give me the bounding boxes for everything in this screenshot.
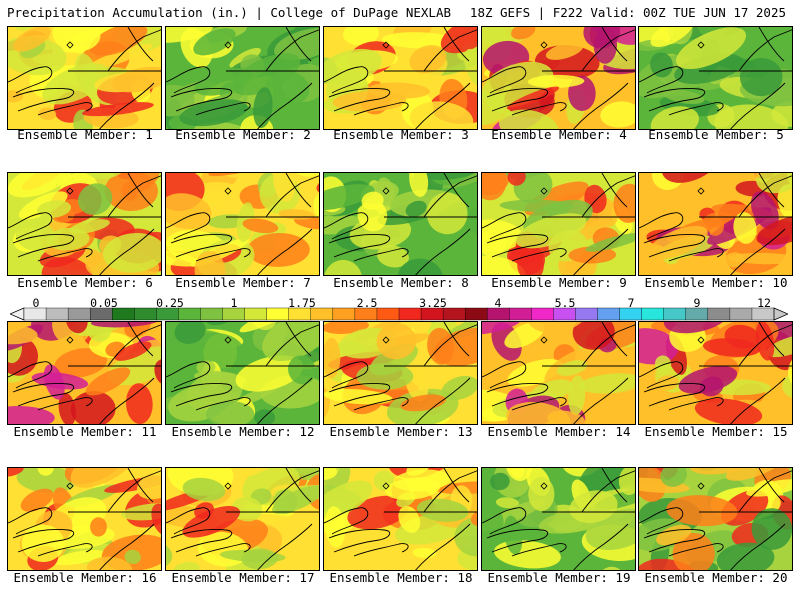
ensemble-member-map xyxy=(638,467,793,571)
colorbar-tick-label: 9 xyxy=(693,296,701,310)
ensemble-member-map xyxy=(638,26,793,130)
ensemble-member-map xyxy=(7,467,162,571)
ensemble-member-map xyxy=(481,321,636,425)
colorbar-swatch xyxy=(575,307,599,321)
ensemble-member-map xyxy=(323,172,478,276)
precipitation-colorbar xyxy=(10,307,788,321)
ensemble-member-map xyxy=(481,26,636,130)
colorbar-swatch xyxy=(45,307,69,321)
colorbar-swatch xyxy=(597,307,621,321)
colorbar-tick-label: 0.25 xyxy=(156,296,184,310)
ensemble-member-map xyxy=(165,26,320,130)
colorbar-swatch xyxy=(200,307,224,321)
colorbar-swatch xyxy=(244,307,268,321)
colorbar-tick-label: 3.25 xyxy=(419,296,447,310)
ensemble-member-label: Ensemble Member: 5 xyxy=(648,127,784,142)
ensemble-member-map xyxy=(323,321,478,425)
map-title: Precipitation Accumulation (in.) | Colle… xyxy=(7,5,452,20)
colorbar-swatch xyxy=(531,307,554,321)
colorbar-swatch xyxy=(332,307,356,321)
ensemble-member-map xyxy=(165,467,320,571)
ensemble-member-label: Ensemble Member: 10 xyxy=(644,275,788,290)
colorbar-swatch xyxy=(376,307,400,321)
colorbar-swatch xyxy=(509,307,532,321)
colorbar-tick-label: 5.5 xyxy=(554,296,576,310)
ensemble-member-label: Ensemble Member: 4 xyxy=(491,127,627,142)
ensemble-member-label: Ensemble Member: 8 xyxy=(333,275,469,290)
ensemble-member-map xyxy=(7,26,162,130)
colorbar-tick-label: 7 xyxy=(627,296,635,310)
ensemble-member-map xyxy=(165,321,320,425)
colorbar-swatch xyxy=(707,307,731,321)
colorbar-swatch xyxy=(663,307,687,321)
ensemble-member-label: Ensemble Member: 19 xyxy=(487,570,631,585)
colorbar-swatch xyxy=(398,307,422,321)
colorbar-tick-label: 0 xyxy=(32,296,40,310)
colorbar-max-arrow xyxy=(773,307,788,321)
ensemble-member-label: Ensemble Member: 6 xyxy=(17,275,153,290)
ensemble-member-label: Ensemble Member: 2 xyxy=(175,127,311,142)
ensemble-member-label: Ensemble Member: 20 xyxy=(644,570,788,585)
ensemble-member-label: Ensemble Member: 14 xyxy=(487,424,631,439)
colorbar-tick-label: 1.75 xyxy=(288,296,316,310)
ensemble-member-label: Ensemble Member: 12 xyxy=(171,424,315,439)
colorbar-min-arrow xyxy=(10,307,25,321)
colorbar-tick-label: 2.5 xyxy=(356,296,378,310)
ensemble-member-map xyxy=(481,172,636,276)
colorbar-tick-label: 4 xyxy=(494,296,502,310)
colorbar-swatch xyxy=(134,307,157,321)
ensemble-member-label: Ensemble Member: 15 xyxy=(644,424,788,439)
ensemble-member-label: Ensemble Member: 11 xyxy=(13,424,157,439)
ensemble-member-map xyxy=(638,321,793,425)
colorbar-swatch xyxy=(464,307,488,321)
ensemble-member-label: Ensemble Member: 1 xyxy=(17,127,153,142)
colorbar-tick-label: 0.05 xyxy=(90,296,118,310)
ensemble-member-map xyxy=(638,172,793,276)
model-valid-time: 18Z GEFS | F222 Valid: 00Z TUE JUN 17 20… xyxy=(469,5,786,20)
ensemble-member-label: Ensemble Member: 9 xyxy=(491,275,627,290)
colorbar-swatch xyxy=(641,307,665,321)
ensemble-member-label: Ensemble Member: 17 xyxy=(171,570,315,585)
ensemble-member-map xyxy=(165,172,320,276)
colorbar-swatch xyxy=(67,307,91,321)
colorbar-tick-label: 12 xyxy=(757,296,771,310)
colorbar-swatch xyxy=(729,307,753,321)
ensemble-member-label: Ensemble Member: 7 xyxy=(175,275,311,290)
ensemble-member-map xyxy=(323,26,478,130)
ensemble-member-map xyxy=(481,467,636,571)
ensemble-member-map xyxy=(7,321,162,425)
ensemble-member-label: Ensemble Member: 16 xyxy=(13,570,157,585)
ensemble-member-label: Ensemble Member: 13 xyxy=(329,424,473,439)
colorbar-swatch xyxy=(266,307,290,321)
ensemble-member-map xyxy=(323,467,478,571)
ensemble-member-label: Ensemble Member: 18 xyxy=(329,570,473,585)
ensemble-member-map xyxy=(7,172,162,276)
colorbar-tick-label: 1 xyxy=(230,296,238,310)
ensemble-member-label: Ensemble Member: 3 xyxy=(333,127,469,142)
